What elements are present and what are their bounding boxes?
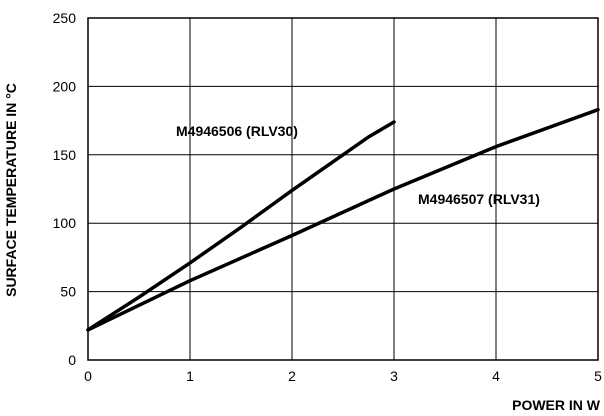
plot-frame (87, 17, 599, 361)
x-tick-label: 0 (84, 368, 92, 384)
x-tick-label: 3 (390, 368, 398, 384)
x-tick-label: 1 (186, 368, 194, 384)
y-tick-label: 100 (53, 215, 77, 231)
y-tick-labels: 0 50 100 150 200 250 (53, 10, 77, 368)
x-tick-labels: 0 1 2 3 4 5 (84, 368, 602, 384)
series-line-1 (86, 120, 396, 332)
series-label-rlv30: M4946506 (RLV30) (176, 123, 298, 139)
x-axis-title: POWER IN W (512, 397, 601, 413)
y-axis-title: SURFACE TEMPERATURE IN °C (3, 83, 19, 297)
x-tick-label: 5 (594, 368, 602, 384)
y-tick-label: 0 (68, 352, 76, 368)
y-tick-label: 50 (60, 284, 76, 300)
series-label-rlv31: M4946507 (RLV31) (418, 191, 540, 207)
x-tick-label: 2 (288, 368, 296, 384)
series-lines (86, 107, 600, 332)
grid (87, 17, 599, 361)
y-tick-label: 150 (53, 147, 77, 163)
y-tick-label: 200 (53, 78, 77, 94)
x-tick-label: 4 (492, 368, 500, 384)
y-tick-label: 250 (53, 10, 77, 26)
series-line-2 (86, 107, 600, 332)
